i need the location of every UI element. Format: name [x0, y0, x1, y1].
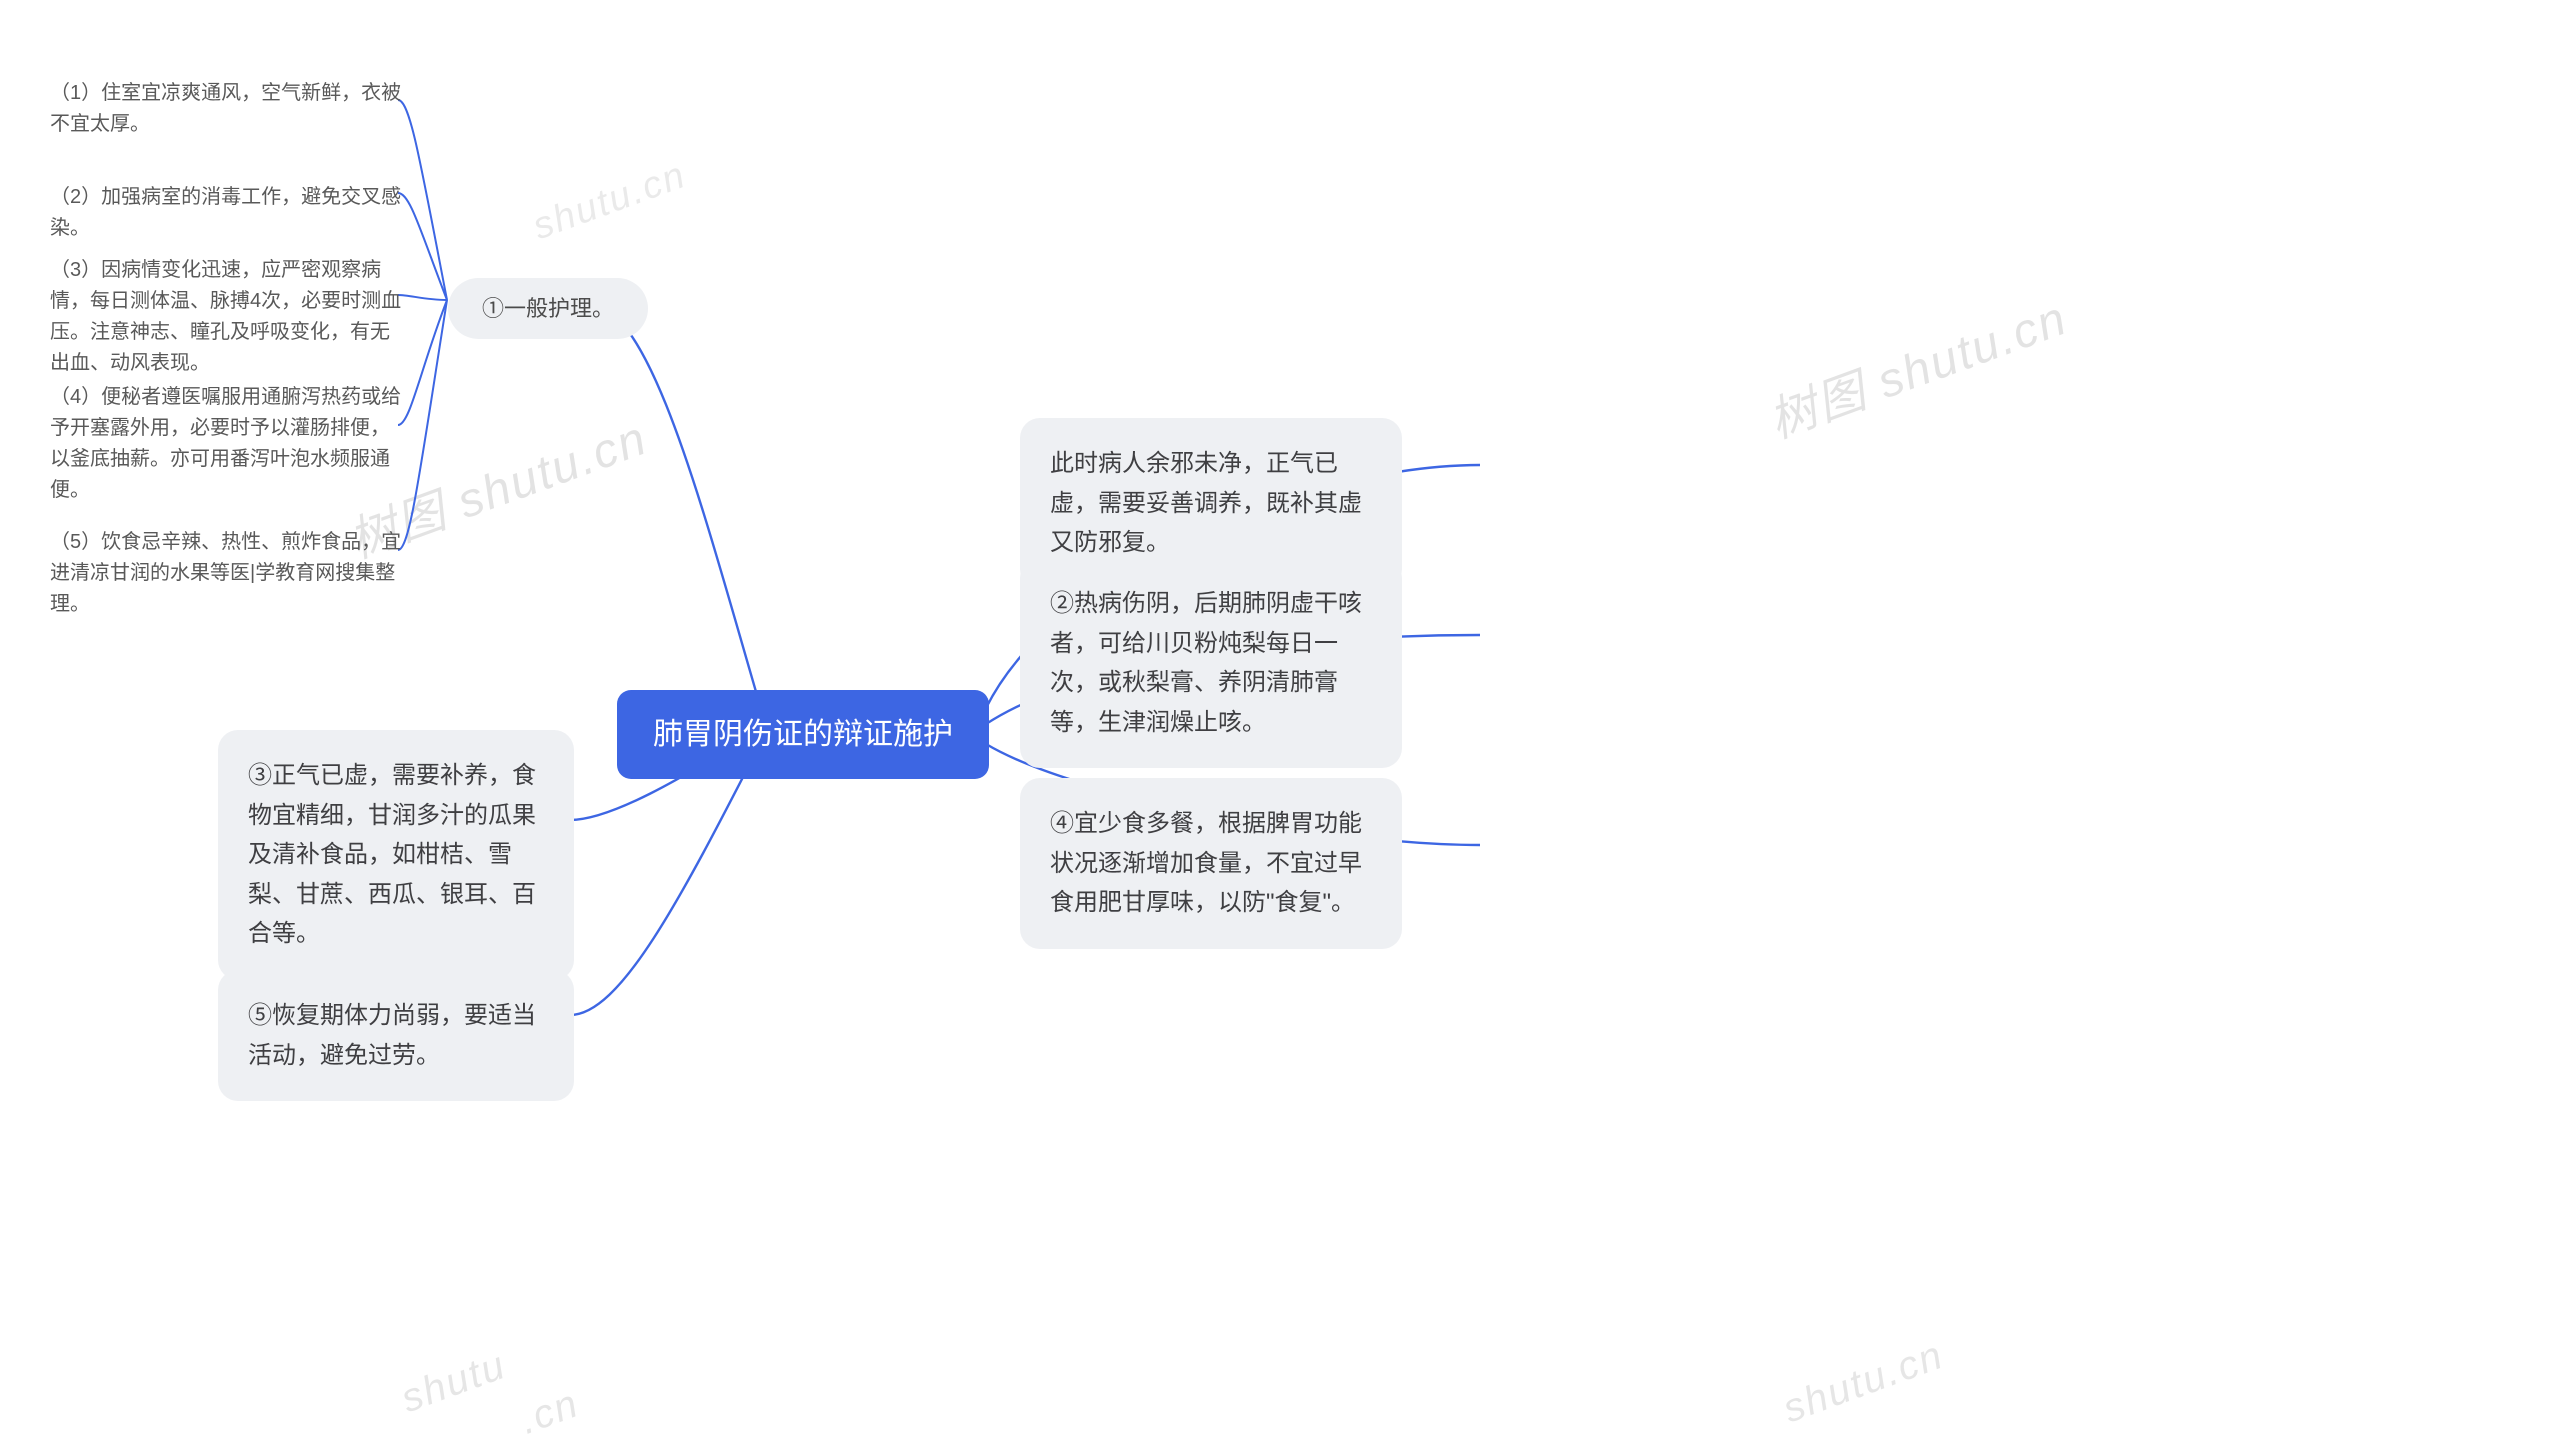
watermark: shutu.cn — [1777, 1333, 1950, 1432]
branch-general-care: ①一般护理。 — [448, 278, 648, 339]
watermark: 树图 shutu.cn — [1757, 279, 2075, 452]
leaf-2: （2）加强病室的消毒工作，避免交叉感染。 — [50, 182, 402, 244]
leaf-5: （5）饮食忌辛辣、热性、煎炸食品，宜进清凉甘润的水果等医|学教育网搜集整理。 — [50, 527, 402, 620]
right-box-2: ②热病伤阴，后期肺阴虚干咳者，可给川贝粉炖梨每日一次，或秋梨膏、养阴清肺膏等，生… — [1020, 558, 1402, 768]
leaf-4: （4）便秘者遵医嘱服用通腑泻热药或给予开塞露外用，必要时予以灌肠排便，以釜底抽薪… — [50, 382, 402, 506]
watermark: shutu — [396, 1343, 513, 1422]
leaf-3: （3）因病情变化迅速，应严密观察病情，每日测体温、脉搏4次，必要时测血压。注意神… — [50, 255, 402, 379]
leaf-1: （1）住室宜凉爽通风，空气新鲜，衣被不宜太厚。 — [50, 78, 402, 140]
left-box-5: ⑤恢复期体力尚弱，要适当活动，避免过劳。 — [218, 970, 574, 1101]
right-box-4: ④宜少食多餐，根据脾胃功能状况逐渐增加食量，不宜过早食用肥甘厚味，以防"食复"。 — [1020, 778, 1402, 949]
left-box-3: ③正气已虚，需要补养，食物宜精细，甘润多汁的瓜果及清补食品，如柑桔、雪梨、甘蔗、… — [218, 730, 574, 980]
watermark: .cn — [514, 1381, 585, 1444]
center-node: 肺胃阴伤证的辩证施护 — [617, 690, 989, 779]
watermark: shutu.cn — [527, 154, 692, 249]
